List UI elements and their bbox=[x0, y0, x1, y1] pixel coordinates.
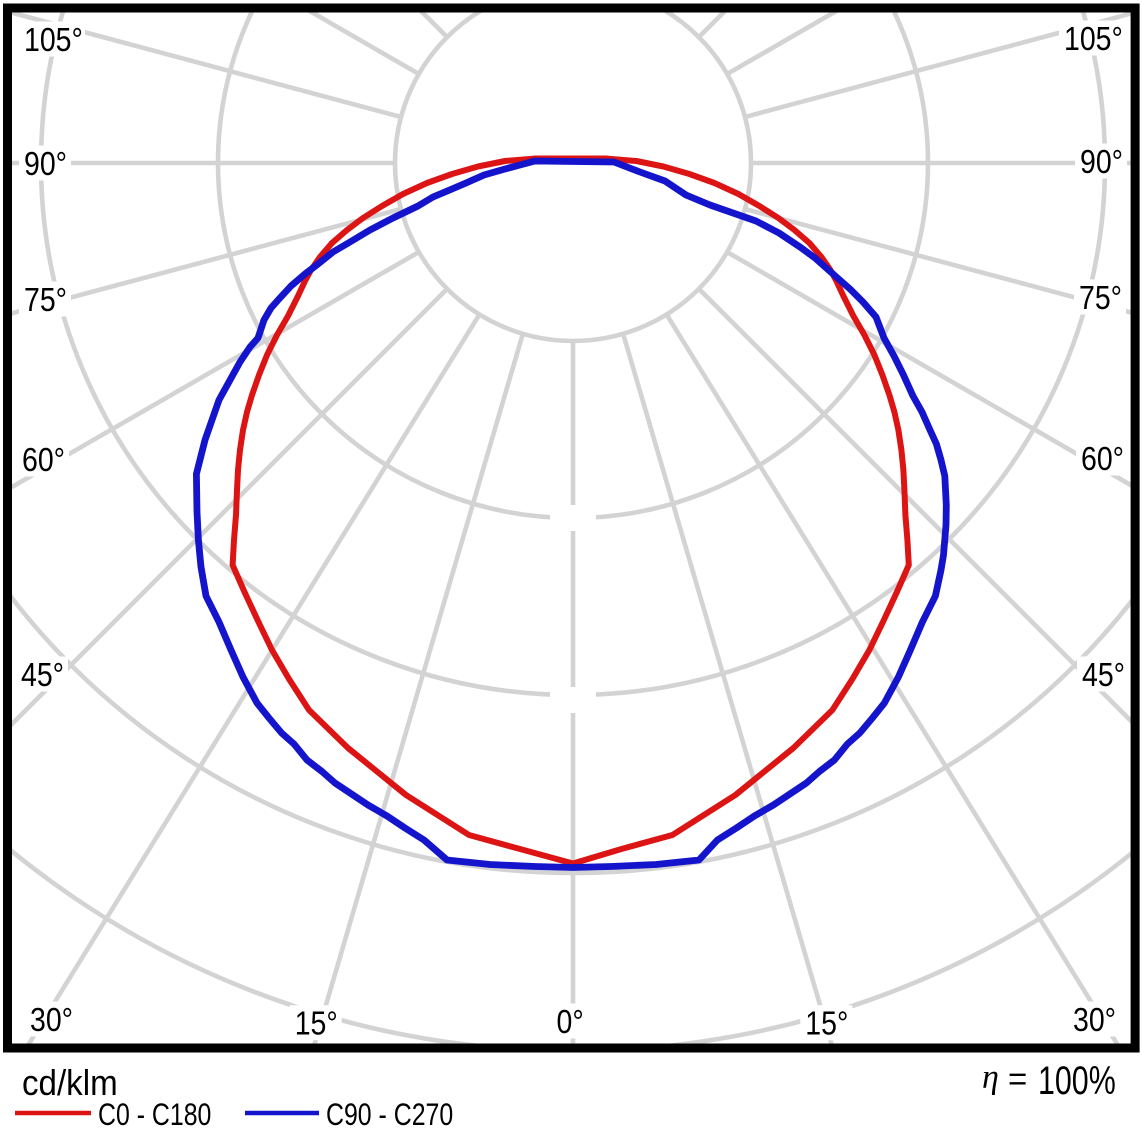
svg-text:15°: 15° bbox=[805, 1005, 848, 1043]
svg-text:45°: 45° bbox=[1082, 656, 1125, 694]
svg-text:C90 - C270: C90 - C270 bbox=[326, 1097, 453, 1132]
svg-text:60°: 60° bbox=[22, 441, 65, 479]
svg-text:75°: 75° bbox=[1079, 279, 1122, 317]
svg-text:=: = bbox=[1008, 1060, 1027, 1097]
svg-text:60°: 60° bbox=[1081, 440, 1124, 478]
svg-text:75°: 75° bbox=[24, 281, 67, 319]
svg-text:105°: 105° bbox=[24, 21, 83, 59]
svg-text:η: η bbox=[982, 1059, 999, 1096]
svg-text:90°: 90° bbox=[1080, 143, 1123, 181]
svg-text:45°: 45° bbox=[21, 656, 64, 694]
svg-text:30°: 30° bbox=[1073, 1001, 1116, 1039]
svg-text:15°: 15° bbox=[295, 1005, 338, 1043]
svg-text:90°: 90° bbox=[24, 145, 67, 183]
svg-text:100%: 100% bbox=[1038, 1058, 1116, 1103]
svg-text:30°: 30° bbox=[30, 1001, 73, 1039]
svg-text:105°: 105° bbox=[1064, 20, 1123, 58]
svg-text:0°: 0° bbox=[557, 1003, 584, 1041]
svg-text:cd/klm: cd/klm bbox=[22, 1064, 118, 1104]
svg-text:C0 - C180: C0 - C180 bbox=[98, 1097, 211, 1132]
